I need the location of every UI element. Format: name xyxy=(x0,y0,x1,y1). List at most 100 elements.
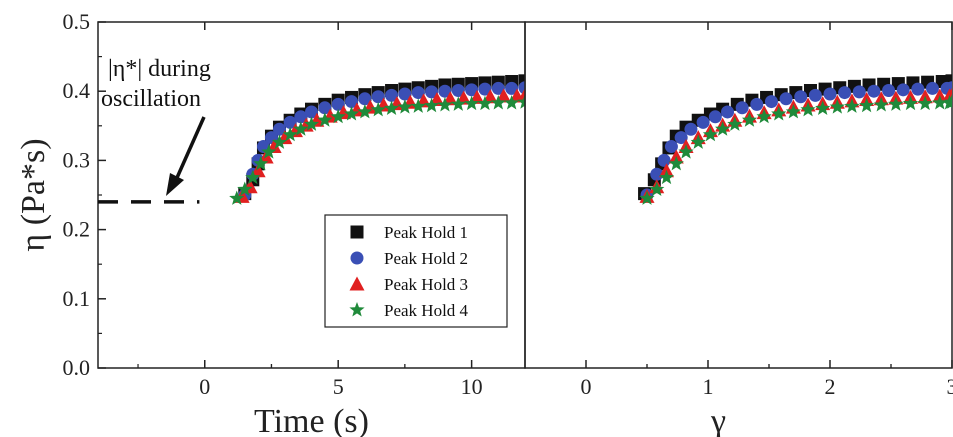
legend-marker xyxy=(349,302,365,317)
x-axis-title: γ xyxy=(710,403,726,437)
x-tick-label: 0 xyxy=(581,374,592,399)
legend: Peak Hold 1 Peak Hold 2 Peak Hold 3 Peak Ho… xyxy=(324,214,508,328)
x-tick-label: 3 xyxy=(947,374,953,399)
data-point xyxy=(385,88,399,102)
data-point xyxy=(425,85,439,99)
data-point xyxy=(331,97,345,111)
legend-marker xyxy=(350,251,364,265)
legend-marker xyxy=(350,225,364,239)
data-point xyxy=(465,83,479,97)
legend-label: Peak Hold 3 xyxy=(384,275,468,294)
data-point xyxy=(423,97,440,113)
data-point xyxy=(518,74,525,88)
data-point xyxy=(741,112,758,127)
data-point xyxy=(271,134,288,149)
y-tick-label: 0.0 xyxy=(63,355,91,380)
y-tick-label: 0.5 xyxy=(63,9,91,34)
data-point xyxy=(370,101,386,117)
y-tick-label: 0.4 xyxy=(63,78,91,103)
legend-item: Peak Hold 1 xyxy=(350,223,468,242)
data-point xyxy=(750,97,764,111)
data-point xyxy=(684,122,698,136)
data-point xyxy=(882,84,896,98)
data-point xyxy=(491,81,505,95)
data-point xyxy=(873,97,889,112)
data-point xyxy=(282,126,298,142)
data-point xyxy=(771,106,787,121)
series-2 xyxy=(640,81,952,202)
data-point xyxy=(317,112,333,127)
data-point xyxy=(657,153,671,167)
data-point xyxy=(858,97,875,113)
data-point xyxy=(293,121,309,136)
x-tick-label: 10 xyxy=(461,374,483,399)
data-point xyxy=(668,155,684,171)
data-point xyxy=(410,98,426,113)
data-point xyxy=(800,101,816,117)
annotation-line-2: oscillation xyxy=(101,86,201,112)
data-point xyxy=(808,88,822,102)
data-point xyxy=(505,81,519,95)
data-point xyxy=(482,89,498,104)
data-point xyxy=(844,98,860,113)
series-group xyxy=(229,74,525,205)
legend-label: Peak Hold 2 xyxy=(384,249,468,268)
data-point xyxy=(345,95,359,109)
data-point xyxy=(650,167,664,181)
data-point xyxy=(318,101,332,115)
x-tick-label: 0 xyxy=(199,374,210,399)
x-axis-title: Time (s) xyxy=(254,403,369,437)
data-point xyxy=(261,144,277,159)
legend-item: Peak Hold 2 xyxy=(350,249,468,268)
data-point xyxy=(888,96,904,111)
data-point xyxy=(478,82,492,96)
data-point xyxy=(237,181,253,196)
data-point xyxy=(639,190,655,205)
series-4 xyxy=(639,94,952,205)
data-point xyxy=(397,99,413,114)
data-point xyxy=(490,94,506,110)
data-point xyxy=(708,110,722,124)
data-point xyxy=(398,87,412,101)
data-point xyxy=(867,84,881,98)
legend-label: Peak Hold 4 xyxy=(384,301,469,320)
legend-marker xyxy=(349,276,365,291)
shared-axis-elements: 0.0 0.1 0.2 0.3 0.4 0.5 η (Pa*s) |η*| during osc… xyxy=(15,9,508,380)
data-point xyxy=(664,140,678,154)
data-point xyxy=(852,85,866,99)
data-point xyxy=(823,87,837,101)
legend-item: Peak Hold 3 xyxy=(349,275,468,294)
data-point xyxy=(330,108,346,124)
data-point xyxy=(829,99,845,114)
x-tick-label: 2 xyxy=(825,374,836,399)
data-point xyxy=(917,95,933,111)
series-4 xyxy=(229,94,525,205)
annotation-arrow-head xyxy=(166,173,184,196)
data-point xyxy=(794,90,808,104)
data-point xyxy=(756,108,772,124)
data-point xyxy=(945,74,952,88)
data-point xyxy=(229,190,245,205)
data-point xyxy=(477,95,493,111)
data-point xyxy=(674,131,688,145)
plot-frame xyxy=(524,21,953,369)
data-point xyxy=(438,84,452,98)
x-tick-label: 5 xyxy=(333,374,344,399)
y-tick-label: 0.3 xyxy=(63,147,91,172)
data-point xyxy=(343,106,360,121)
data-point xyxy=(925,81,939,95)
data-point xyxy=(658,169,675,185)
data-point xyxy=(245,169,261,185)
x-tick-label: 1 xyxy=(703,374,714,399)
data-point xyxy=(838,86,852,100)
data-point xyxy=(357,103,373,119)
data-point xyxy=(517,87,525,102)
data-point xyxy=(896,83,910,97)
data-point xyxy=(696,115,710,129)
data-point xyxy=(383,100,400,115)
series-3 xyxy=(639,87,952,203)
data-point xyxy=(932,94,948,110)
data-point xyxy=(450,96,466,111)
y-tick-label: 0.1 xyxy=(63,286,91,311)
